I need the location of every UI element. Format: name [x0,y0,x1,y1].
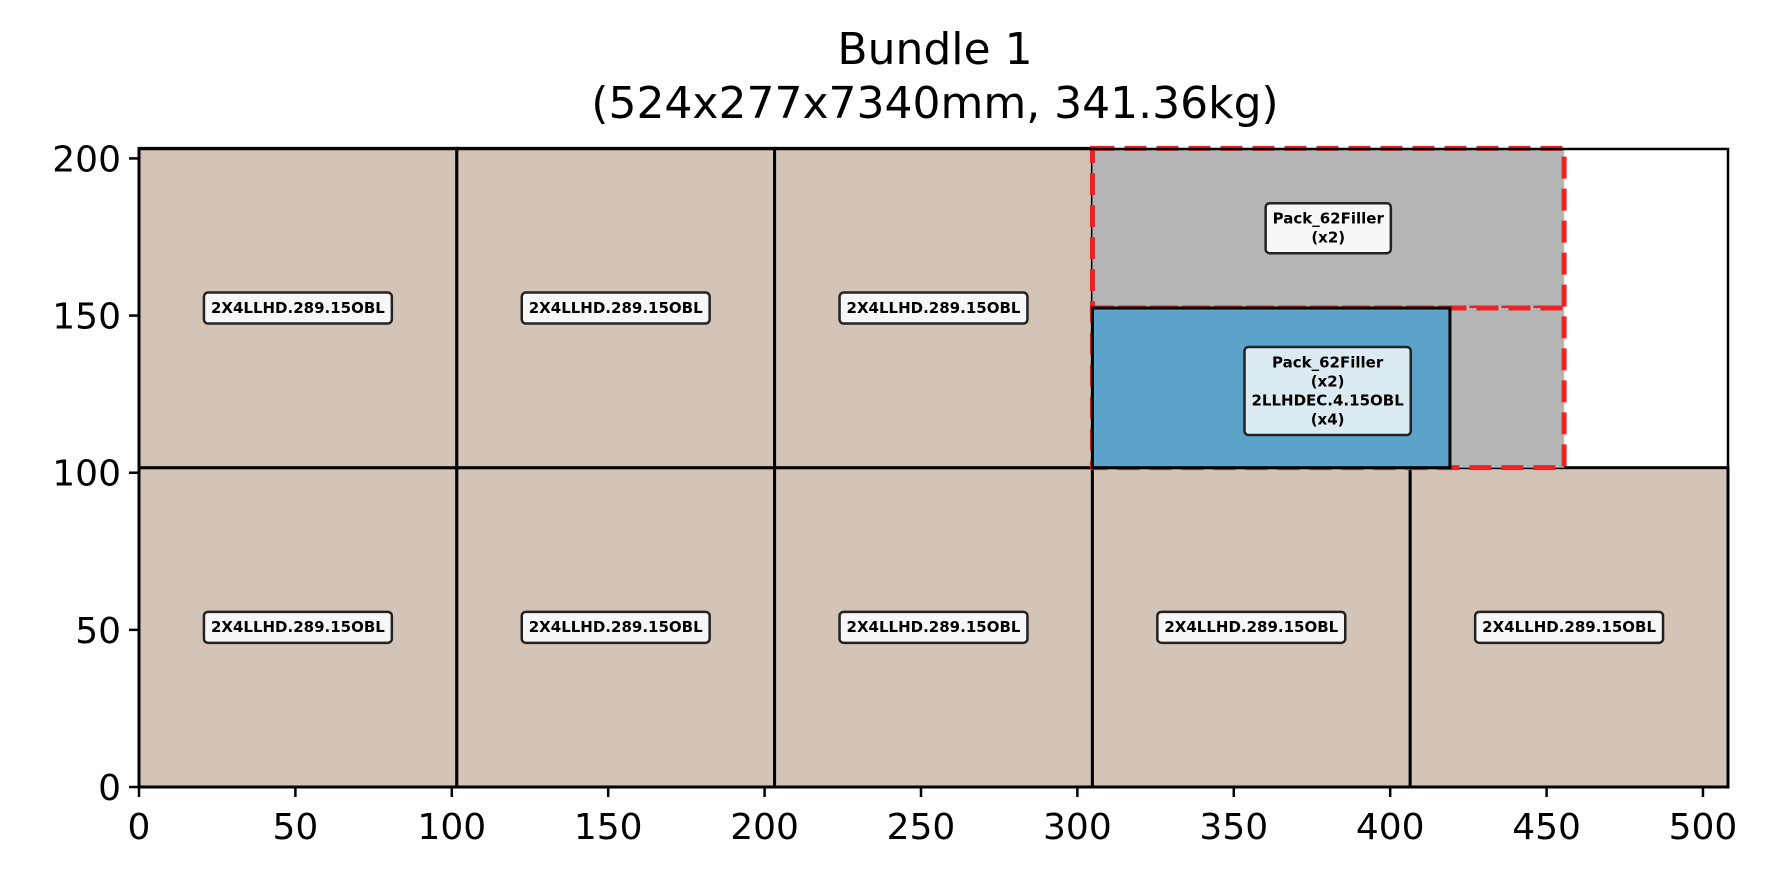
axes-frame [137,147,1730,789]
x-tick-label: 0 [128,807,151,848]
box-label-0: 2X4LLHD.289.15OBL [202,610,394,645]
x-tick-label: 450 [1512,807,1581,848]
box-label-text: Pack_62Filler [1273,209,1385,227]
box-label-text: (x2) [1311,228,1345,246]
box-label-stack: Pack_62Filler(x2)2LLHDEC.4.15OBL(x4) [1243,345,1413,437]
box-label-bg [1156,610,1347,645]
y-tick-label: 100 [52,454,121,495]
box-label-text: 2X4LLHD.289.15OBL [847,618,1021,636]
box-label-bg [520,610,711,645]
x-tick-label: 400 [1356,807,1425,848]
box-label-bg [1243,345,1413,437]
box-label-text: 2X4LLHD.289.15OBL [529,299,703,317]
box-labels: 2X4LLHD.289.15OBL 2X4LLHD.289.15OBL 2X4LLH… [202,201,1665,645]
box-label-1: 2X4LLHD.289.15OBL [520,610,711,645]
box-label-2: 2X4LLHD.289.15OBL [838,610,1029,645]
box-label-bg [838,610,1029,645]
box-label-text: Pack_62Filler [1272,353,1384,371]
box-label-bg [1264,201,1393,255]
box-label-8: Pack_62Filler(x2) [1264,201,1393,255]
box-label-6: 2X4LLHD.289.15OBL [520,291,711,325]
box-label-text: 2X4LLHD.289.15OBL [847,299,1021,317]
box-label-7: 2X4LLHD.289.15OBL [838,291,1029,325]
chart-title: Bundle 1 [837,24,1032,75]
x-tick-label: 50 [272,807,318,848]
box-label-bg [1473,610,1665,645]
x-tick-label: 350 [1199,807,1268,848]
box-label-3: 2X4LLHD.289.15OBL [1156,610,1347,645]
plot-area [137,145,1730,789]
x-tick-label: 250 [887,807,956,848]
box-label-4: 2X4LLHD.289.15OBL [1473,610,1665,645]
box-label-text: 2LLHDEC.4.15OBL [1251,391,1404,409]
y-tick-label: 50 [75,611,121,652]
box-label-text: 2X4LLHD.289.15OBL [1482,618,1656,636]
x-tick-label: 150 [574,807,643,848]
box-label-bg [520,291,711,325]
box-label-5: 2X4LLHD.289.15OBL [202,291,394,325]
y-tick-label: 0 [98,768,121,809]
box-label-text: (x2) [1311,372,1345,390]
x-tick-label: 500 [1669,807,1738,848]
box-label-bg [202,610,394,645]
axes: 0 50 100 150 200 250 300 350 400 450 500 0 50 100 150 2… [52,139,1737,848]
y-tick-label: 200 [52,139,121,180]
box-label-text: (x4) [1311,410,1345,428]
x-tick-label: 300 [1043,807,1112,848]
box-label-text: 2X4LLHD.289.15OBL [211,299,385,317]
y-tick-label: 150 [52,297,121,338]
box-label-text: 2X4LLHD.289.15OBL [1164,618,1338,636]
box-label-bg [838,291,1029,325]
x-tick-label: 100 [417,807,486,848]
x-tick-label: 200 [730,807,799,848]
box-label-bg [202,291,394,325]
chart-subtitle: (524x277x7340mm, 341.36kg) [591,78,1278,129]
box-label-text: 2X4LLHD.289.15OBL [211,618,385,636]
box-label-text: 2X4LLHD.289.15OBL [529,618,703,636]
